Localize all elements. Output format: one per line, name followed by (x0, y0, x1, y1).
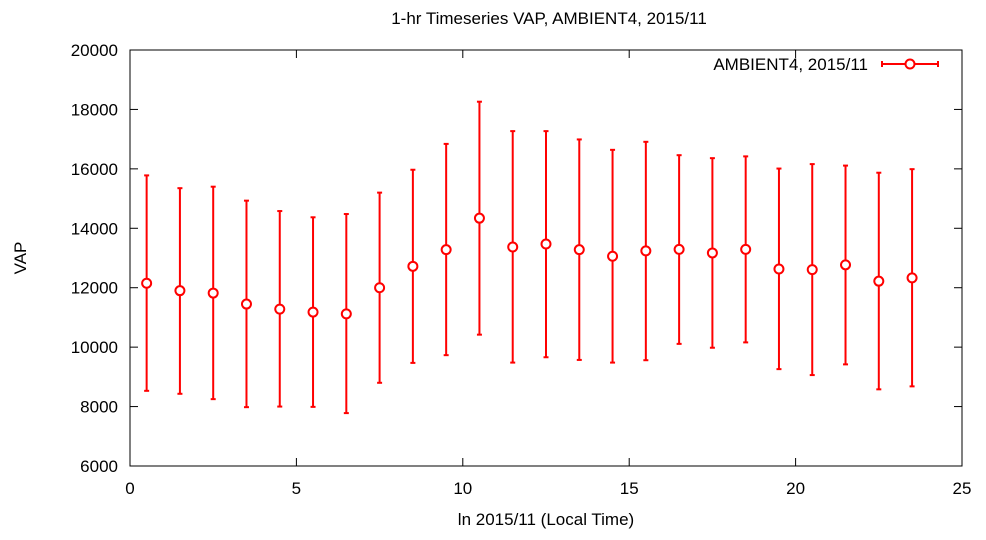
data-point (507, 241, 519, 253)
data-point (706, 247, 718, 259)
data-point (607, 250, 619, 262)
x-tick-label: 5 (292, 479, 301, 498)
data-point (207, 287, 219, 299)
data-point (473, 212, 485, 224)
data-point (407, 260, 419, 272)
legend: AMBIENT4, 2015/11 (713, 55, 939, 74)
x-tick-label: 0 (125, 479, 134, 498)
y-tick-label: 18000 (71, 100, 118, 119)
y-tick-label: 14000 (71, 219, 118, 238)
chart-title: 1-hr Timeseries VAP, AMBIENT4, 2015/11 (391, 9, 707, 28)
legend-label: AMBIENT4, 2015/11 (713, 55, 868, 74)
y-tick-label: 6000 (80, 457, 118, 476)
data-point (340, 308, 352, 320)
y-tick-label: 12000 (71, 279, 118, 298)
data-point (307, 306, 319, 318)
y-axis-title: VAP (11, 242, 30, 275)
plot-area-border (129, 49, 963, 467)
x-tick-label: 15 (620, 479, 639, 498)
data-point (873, 275, 885, 287)
data-point (274, 303, 286, 315)
y-tick-label: 8000 (80, 398, 118, 417)
data-point (773, 263, 785, 275)
series-layer (141, 100, 918, 415)
data-point (174, 285, 186, 297)
y-tick-label: 10000 (71, 338, 118, 357)
data-point (440, 244, 452, 256)
legend-swatch-marker (904, 58, 916, 70)
axes-layer: 0 5 10 15 20 25 6000 8000 10000 12000 14000 16000 18… (71, 41, 972, 498)
data-point (240, 298, 252, 310)
y-tick-label: 16000 (71, 160, 118, 179)
data-point (141, 277, 153, 289)
data-point (906, 272, 918, 284)
y-tick-label: 20000 (71, 41, 118, 60)
x-tick-label: 10 (453, 479, 472, 498)
data-point (540, 238, 552, 250)
data-point (840, 259, 852, 271)
data-point (740, 243, 752, 255)
x-tick-label: 25 (953, 479, 972, 498)
data-point (806, 264, 818, 276)
data-point (673, 243, 685, 255)
x-axis-title: ln 2015/11 (Local Time) (458, 510, 634, 529)
data-point (573, 244, 585, 256)
data-point (374, 282, 386, 294)
data-point (640, 245, 652, 257)
x-tick-label: 20 (786, 479, 805, 498)
